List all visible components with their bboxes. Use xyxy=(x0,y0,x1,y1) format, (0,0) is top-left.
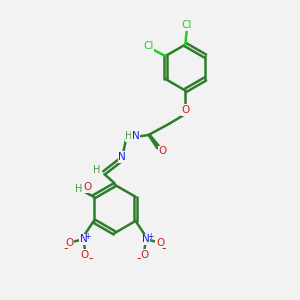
Text: O: O xyxy=(181,105,190,115)
Text: O: O xyxy=(84,182,92,192)
Text: -: - xyxy=(64,242,68,255)
Text: -: - xyxy=(137,252,141,266)
Text: H: H xyxy=(125,131,133,142)
Text: +: + xyxy=(147,232,153,241)
Text: O: O xyxy=(81,250,89,260)
Text: N: N xyxy=(80,234,87,244)
Text: H: H xyxy=(93,165,101,175)
Text: -: - xyxy=(88,252,92,266)
Text: N: N xyxy=(118,152,126,162)
Text: O: O xyxy=(158,146,167,156)
Text: O: O xyxy=(140,250,148,260)
Text: H: H xyxy=(75,184,82,194)
Text: -: - xyxy=(161,242,166,255)
Text: N: N xyxy=(132,131,140,142)
Text: N: N xyxy=(142,234,150,244)
Text: Cl: Cl xyxy=(182,20,192,30)
Text: +: + xyxy=(84,232,91,241)
Text: O: O xyxy=(156,238,164,248)
Text: Cl: Cl xyxy=(143,41,154,51)
Text: O: O xyxy=(65,238,74,248)
